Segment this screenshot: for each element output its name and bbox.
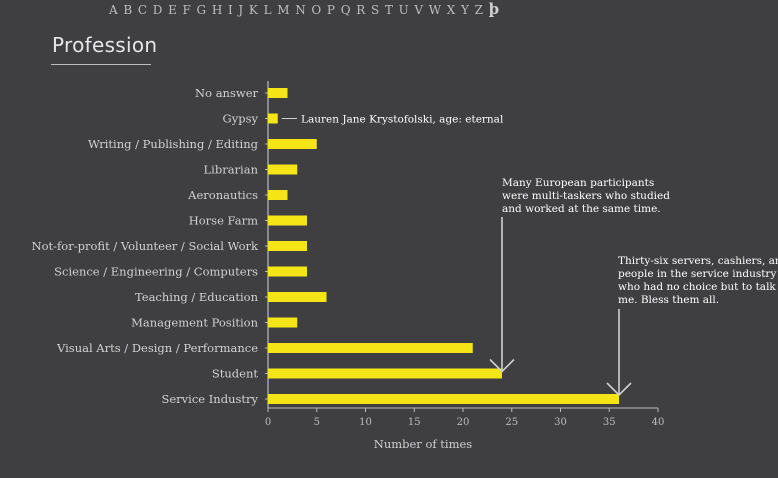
category-label: Science / Engineering / Computers — [54, 265, 258, 279]
alphabet-letter[interactable]: G — [196, 3, 207, 17]
annotation-service-arrow-head — [606, 382, 632, 397]
annotation-student-line: were multi-taskers who studied — [502, 190, 670, 202]
category-label: Management Position — [131, 316, 258, 330]
alphabet-letter[interactable]: Q — [340, 3, 352, 17]
alphabet-letter[interactable]: A — [109, 3, 119, 17]
bar-5 — [268, 215, 307, 226]
category-label: Student — [212, 367, 258, 381]
bar-3 — [268, 164, 298, 175]
category-label: Not-for-profit / Volunteer / Social Work — [32, 239, 259, 253]
alphabet-letter[interactable]: B — [123, 3, 133, 17]
x-tick-label: 15 — [408, 417, 421, 428]
bar-0 — [268, 88, 288, 98]
alphabet-letter[interactable]: Z — [474, 3, 484, 17]
annotation-service-line: Thirty-six servers, cashiers, and — [618, 255, 778, 267]
alphabet-letter[interactable]: S — [370, 3, 380, 17]
title-underline — [51, 64, 151, 65]
alphabet-letter[interactable]: F — [182, 3, 192, 17]
bar-1 — [268, 113, 278, 124]
annotation-service-line: who had no choice but to talk to — [618, 281, 778, 293]
bar-7 — [268, 266, 307, 277]
alphabet-letter[interactable]: M — [277, 3, 291, 17]
category-label: Writing / Publishing / Editing — [88, 137, 259, 151]
annotation-service-line: people in the service industry — [618, 268, 776, 280]
annotation-student-line: and worked at the same time. — [502, 203, 661, 215]
bar-11 — [268, 368, 502, 379]
bar-9 — [268, 317, 298, 328]
alphabet-letter[interactable]: T — [384, 3, 394, 17]
bar-10 — [268, 343, 473, 353]
bar-2 — [268, 139, 317, 149]
alphabet-letter[interactable]: U — [398, 3, 410, 17]
alphabet-letter[interactable]: E — [168, 3, 178, 17]
x-tick-label: 10 — [359, 417, 372, 428]
x-tick-label: 5 — [314, 417, 320, 428]
alphabet-letter[interactable]: O — [311, 3, 322, 17]
bar-6 — [268, 241, 307, 251]
x-tick-label: 25 — [505, 417, 518, 428]
alphabet-letter[interactable]: D — [152, 3, 163, 17]
category-label: Visual Arts / Design / Performance — [56, 341, 258, 355]
alphabet-letter[interactable]: V — [414, 3, 424, 17]
bar-8 — [268, 292, 327, 302]
category-label: Service Industry — [162, 392, 259, 406]
x-tick-label: 20 — [457, 417, 470, 428]
alphabet-letter[interactable]: N — [295, 3, 307, 17]
alphabet-letter[interactable]: H — [211, 3, 223, 17]
alphabet-letter[interactable]: X — [446, 3, 456, 17]
alphabet-letter[interactable]: C — [137, 3, 148, 17]
category-label: Horse Farm — [189, 214, 258, 228]
x-tick-label: 35 — [603, 417, 616, 428]
annotation-gypsy: Lauren Jane Krystofolski, age: eternal — [301, 114, 504, 126]
category-label: No answer — [195, 86, 258, 100]
bar-12 — [268, 394, 619, 404]
page-title: Profession — [52, 33, 158, 57]
alphabet-letter[interactable]: R — [356, 3, 366, 17]
x-axis-label: Number of times — [374, 437, 473, 451]
annotation-student-arrow-head — [489, 358, 515, 373]
alphabet-letter-thorn[interactable]: þ — [488, 0, 500, 18]
annotation-service-line: me. Bless them all. — [618, 294, 719, 306]
category-label: Teaching / Education — [135, 290, 259, 304]
alphabet-letter[interactable]: L — [263, 3, 273, 17]
annotation-student-line: Many European participants — [502, 177, 654, 189]
alphabet-letter[interactable]: J — [238, 3, 244, 17]
x-tick-label: 30 — [554, 417, 567, 428]
alphabet-letter[interactable]: W — [428, 3, 442, 17]
category-label: Gypsy — [223, 112, 259, 126]
x-tick-label: 0 — [265, 417, 271, 428]
category-label: Librarian — [204, 163, 259, 177]
category-label: Aeronautics — [187, 188, 258, 202]
bar-4 — [268, 190, 288, 200]
alphabet-letter[interactable]: P — [326, 3, 336, 17]
alphabet-letter[interactable]: I — [227, 3, 234, 17]
alphabet-letter[interactable]: Y — [461, 3, 470, 17]
x-tick-label: 40 — [652, 417, 665, 428]
alphabet-letter[interactable]: K — [248, 3, 259, 17]
